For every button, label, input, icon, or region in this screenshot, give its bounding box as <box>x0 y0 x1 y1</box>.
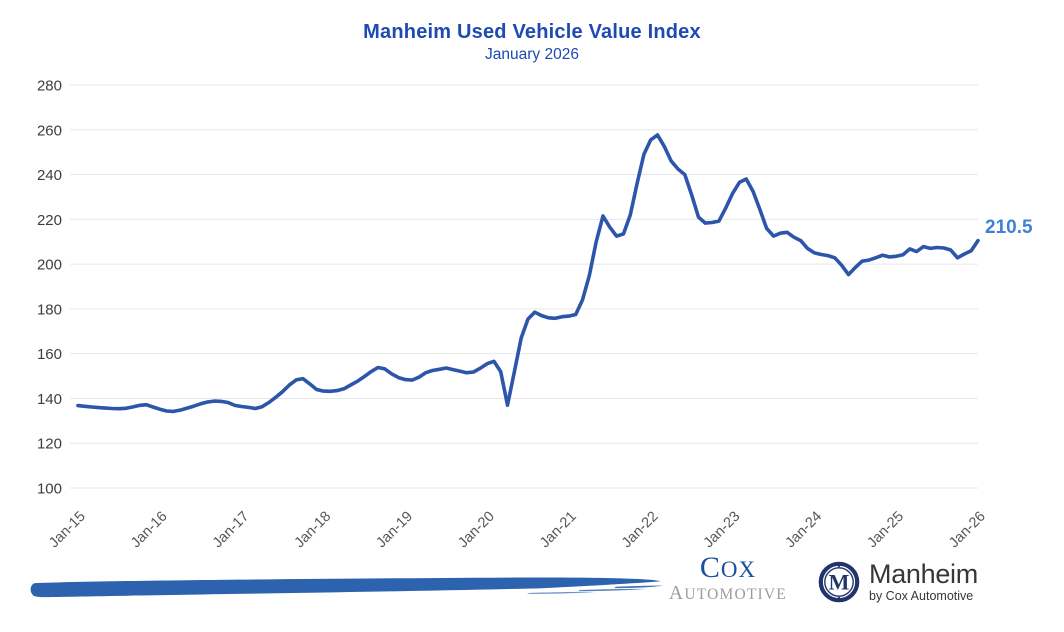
svg-text:M: M <box>829 570 850 595</box>
manheim-logo: M Manheim by Cox Automotive <box>818 561 978 603</box>
x-tick-label: Jan-17 <box>210 509 253 552</box>
index-line-series <box>76 133 980 414</box>
x-tick-label: Jan-18 <box>292 509 335 552</box>
cox-automotive-wordmark: AUTOMOTIVE <box>669 583 787 604</box>
manheim-byline: by Cox Automotive <box>869 589 974 603</box>
y-tick-label: 260 <box>37 122 62 139</box>
y-tick-label: 200 <box>37 257 62 274</box>
y-tick-label: 140 <box>37 391 62 408</box>
x-tick-label: Jan-16 <box>128 509 171 552</box>
x-tick-label: Jan-22 <box>619 509 662 552</box>
x-tick-label: Jan-24 <box>783 509 826 552</box>
x-tick-label: Jan-26 <box>946 509 989 552</box>
y-tick-label: 280 <box>37 78 62 95</box>
x-tick-label: Jan-19 <box>373 509 416 552</box>
x-tick-label: Jan-23 <box>701 509 744 552</box>
x-tick-label: Jan-15 <box>46 509 89 552</box>
chart-subtitle: January 2026 <box>485 46 579 63</box>
y-tick-label: 240 <box>37 167 62 184</box>
last-value-label: 210.5 <box>985 217 1033 238</box>
y-tick-label: 220 <box>37 212 62 229</box>
y-tick-label: 180 <box>37 301 62 318</box>
y-tick-label: 160 <box>37 346 62 363</box>
manheim-m-badge-icon: M <box>818 561 860 603</box>
x-tick-label: Jan-21 <box>537 509 580 552</box>
cox-automotive-logo: COX AUTOMOTIVE <box>652 553 804 604</box>
y-tick-label: 100 <box>37 481 62 498</box>
x-tick-label: Jan-25 <box>864 509 907 552</box>
cox-wordmark: COX <box>699 551 757 584</box>
brush-stroke-decoration <box>30 577 663 598</box>
x-tick-label: Jan-20 <box>455 509 498 552</box>
manheim-wordmark: Manheim <box>869 559 978 589</box>
chart-title: Manheim Used Vehicle Value Index <box>363 21 701 43</box>
y-tick-label: 120 <box>37 436 62 453</box>
